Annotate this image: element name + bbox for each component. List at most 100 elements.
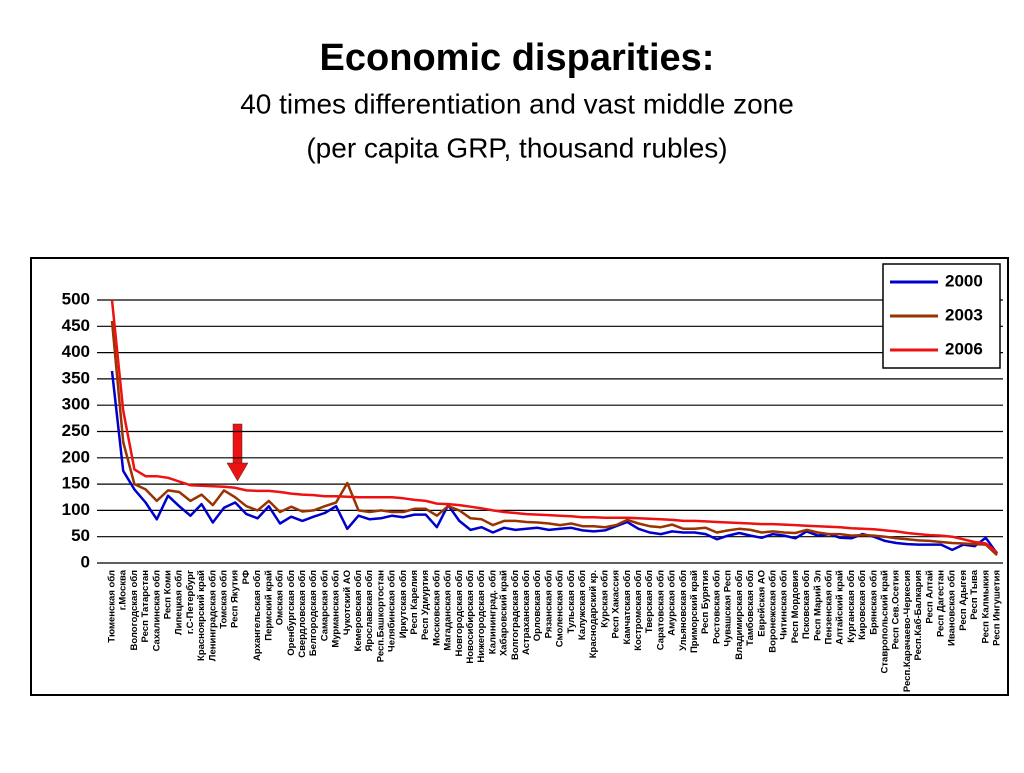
series-line: [110, 299, 998, 554]
x-tick-label: Респ Бурятия: [700, 570, 711, 634]
x-tick-label: Респ Адыгея: [958, 570, 969, 631]
x-tick-label: Ярославская обл: [364, 570, 375, 652]
x-tick-label: Респ Алтай: [924, 570, 935, 624]
x-tick-label: Респ Мордовия: [790, 570, 801, 643]
x-tick-label: Ставропольский край: [879, 570, 890, 674]
x-tick-label: Московская обл: [431, 570, 442, 646]
y-tick-label: 0: [81, 552, 90, 571]
x-tick-label: Кировская обл: [857, 570, 868, 640]
x-tick-label: Тюменская обл: [107, 570, 118, 643]
x-tick-label: Пензенская обл: [823, 570, 834, 644]
x-tick-label: Пермский край: [263, 570, 274, 641]
x-tick-label: Калининград. обл: [487, 570, 498, 654]
x-tick-label: Магаданская обл: [443, 570, 454, 651]
x-tick-label: Новгородская обл: [454, 570, 465, 657]
y-tick-label: 150: [62, 474, 90, 493]
x-tick-label: Тульская обл: [566, 570, 577, 633]
x-tick-label: Еврейская АО: [756, 570, 767, 637]
x-tick-label: Респ Марий Эл: [812, 570, 823, 641]
x-tick-label: Респ.Башкортостан: [375, 570, 386, 662]
x-tick-label: Респ Сев.Осетия: [891, 570, 902, 649]
y-tick-label: 400: [62, 342, 90, 361]
series-line: [110, 370, 999, 555]
x-tick-label: Омская обл: [275, 570, 286, 625]
y-tick-label: 100: [62, 500, 90, 519]
x-tick-label: Вологодская обл: [129, 570, 140, 651]
subtitle: 40 times differentiation and vast middle…: [240, 88, 794, 119]
x-tick-label: Орловская обл: [532, 570, 543, 641]
x-tick-label: Респ.Каб-Балкария: [913, 570, 924, 661]
x-tick-label: г.Москва: [118, 569, 129, 610]
y-tick-label: 500: [62, 289, 90, 308]
x-tick-label: Амурская обл: [667, 570, 678, 636]
x-tick-label: Саратовская обл: [655, 570, 666, 650]
x-tick-label: РФ: [241, 570, 252, 584]
chart-title: Economic disparities:: [320, 37, 715, 79]
x-tick-label: Ростовская обл: [711, 570, 722, 644]
x-tick-label: Томская обл: [219, 570, 230, 629]
x-tick-label: Нижегородская обл: [476, 570, 487, 663]
x-tick-label: Свердловская обл: [297, 570, 308, 658]
y-tick-label: 450: [62, 316, 90, 335]
x-tick-label: Иркутская обл: [398, 570, 409, 638]
x-tick-label: Астраханская обл: [521, 570, 532, 655]
x-tick-label: Приморский край: [689, 570, 700, 653]
x-tick-label: Костромская обл: [633, 570, 644, 651]
legend-label: 2003: [945, 305, 983, 324]
x-tick-label: Хабаровский край: [499, 570, 510, 656]
y-tick-label: 50: [71, 526, 90, 545]
x-tick-label: Рязанская обл: [543, 570, 554, 638]
legend-label: 2000: [945, 271, 983, 290]
x-tick-label: Курганская обл: [846, 570, 857, 643]
x-tick-label: Ивановская обл: [947, 570, 958, 646]
x-tick-label: Белгородская обл: [308, 570, 319, 656]
x-tick-label: Респ Якутия: [230, 570, 241, 628]
x-tick-label: Респ Калмыкия: [980, 570, 991, 643]
x-tick-label: Тверская обл: [644, 570, 655, 633]
x-tick-label: Самарская обл: [319, 570, 330, 641]
x-tick-label: Сахалинская обл: [151, 570, 162, 651]
x-tick-label: Камчатская обл: [622, 570, 633, 645]
x-tick-label: Респ Татарстан: [140, 570, 151, 643]
x-tick-label: Калужская обл: [577, 570, 588, 640]
chart-frame: [30, 257, 1009, 696]
x-tick-label: Респ Тыва: [969, 569, 980, 619]
x-tick-label: Оренбургская обл: [286, 570, 297, 656]
x-tick-label: Новосибирская обл: [465, 570, 476, 664]
x-tick-label: Липецкая обл: [174, 570, 185, 635]
x-tick-label: Чукотский АО: [342, 570, 353, 635]
legend-label: 2006: [945, 339, 983, 358]
x-tick-label: Мурманская обл: [331, 570, 342, 648]
x-tick-label: Брянская обл: [868, 570, 879, 635]
series-line: [110, 320, 998, 557]
x-tick-label: Алтайский край: [835, 570, 846, 645]
y-tick-label: 300: [62, 395, 90, 414]
arrow: [226, 423, 249, 482]
y-tick-label: 200: [62, 447, 90, 466]
x-tick-label: Архангельская обл: [252, 570, 263, 661]
x-tick-label: Респ Дагестан: [936, 570, 947, 637]
x-tick-label: Респ.Карачаево-Черкесия: [902, 570, 913, 692]
x-tick-label: Читинская обл: [779, 570, 790, 640]
x-tick-label: Владимирская обл: [734, 570, 745, 660]
x-tick-label: Респ Ингушетия: [992, 570, 1003, 646]
x-tick-label: Курская обл: [599, 570, 610, 628]
x-tick-label: Ленинградская обл: [207, 570, 218, 661]
x-tick-label: Респ Хакассия: [611, 570, 622, 639]
x-tick-label: Ульяновская обл: [678, 570, 689, 651]
x-tick-label: Чувашская Респ: [723, 570, 734, 647]
x-tick-label: Респ Карелия: [409, 570, 420, 635]
x-tick-label: Смоленская обл: [555, 570, 566, 647]
x-tick-label: Кемеровская обл: [353, 570, 364, 651]
x-tick-label: Челябинская обл: [387, 570, 398, 652]
subtitle: (per capita GRP, thousand rubles): [306, 132, 727, 163]
y-tick-label: 350: [62, 368, 90, 387]
x-tick-label: Респ Удмуртия: [420, 570, 431, 640]
x-tick-label: Волгоградская обл: [510, 570, 521, 660]
x-tick-label: Псковская обл: [801, 570, 812, 639]
x-tick-label: Красноярский край: [196, 570, 207, 661]
y-tick-label: 250: [62, 421, 90, 440]
x-tick-label: Тамбовская обл: [745, 570, 756, 646]
